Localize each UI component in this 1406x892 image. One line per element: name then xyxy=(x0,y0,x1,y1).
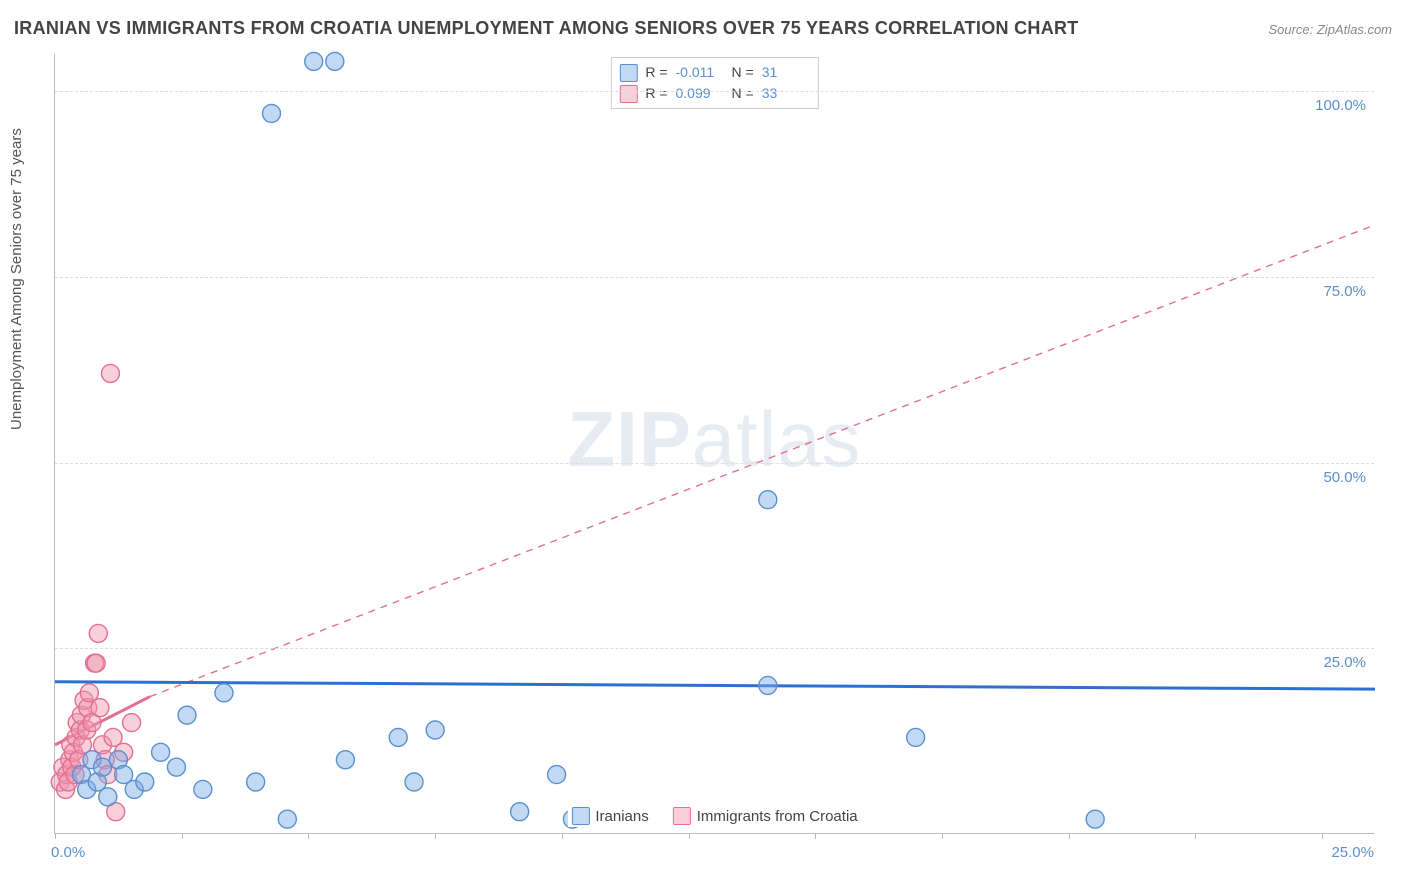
legend-label-b: Immigrants from Croatia xyxy=(697,808,858,825)
stats-legend: R = -0.011 N = 31 R = 0.099 N = 33 xyxy=(610,57,818,109)
trend-line xyxy=(150,225,1375,697)
x-tick xyxy=(435,833,436,839)
legend-item-b: Immigrants from Croatia xyxy=(673,807,858,825)
data-point xyxy=(87,654,105,672)
data-point xyxy=(194,780,212,798)
trend-line xyxy=(55,682,1375,689)
x-tick xyxy=(942,833,943,839)
legend-item-a: Iranians xyxy=(571,807,648,825)
data-point xyxy=(326,52,344,70)
chart-title: IRANIAN VS IMMIGRANTS FROM CROATIA UNEMP… xyxy=(14,18,1079,39)
data-point xyxy=(123,714,141,732)
data-point xyxy=(336,751,354,769)
data-point xyxy=(247,773,265,791)
x-tick-label: 25.0% xyxy=(1331,844,1374,861)
chart-svg xyxy=(55,54,1374,833)
data-point xyxy=(759,676,777,694)
gridline xyxy=(55,648,1374,649)
x-tick xyxy=(562,833,563,839)
x-tick-label: 0.0% xyxy=(51,844,85,861)
stats-row-b: R = 0.099 N = 33 xyxy=(619,83,809,104)
swatch-b-icon xyxy=(673,807,691,825)
data-point xyxy=(89,624,107,642)
y-tick-label: 25.0% xyxy=(1323,654,1366,671)
data-point xyxy=(167,758,185,776)
data-point xyxy=(178,706,196,724)
data-point xyxy=(548,766,566,784)
data-point xyxy=(91,699,109,717)
data-point xyxy=(405,773,423,791)
data-point xyxy=(278,810,296,828)
data-point xyxy=(215,684,233,702)
x-tick xyxy=(1195,833,1196,839)
data-point xyxy=(511,803,529,821)
series-legend: Iranians Immigrants from Croatia xyxy=(567,805,861,827)
data-point xyxy=(99,788,117,806)
swatch-b-icon xyxy=(619,85,637,103)
data-point xyxy=(759,491,777,509)
data-point xyxy=(426,721,444,739)
plot-area: ZIPatlas R = -0.011 N = 31 R = 0.099 N =… xyxy=(54,54,1374,834)
data-point xyxy=(389,728,407,746)
stats-row-a: R = -0.011 N = 31 xyxy=(619,62,809,83)
data-point xyxy=(152,743,170,761)
gridline xyxy=(55,463,1374,464)
data-point xyxy=(136,773,154,791)
x-tick xyxy=(815,833,816,839)
x-tick xyxy=(182,833,183,839)
data-point xyxy=(305,52,323,70)
x-tick xyxy=(689,833,690,839)
y-tick-label: 100.0% xyxy=(1315,97,1366,114)
swatch-a-icon xyxy=(571,807,589,825)
swatch-a-icon xyxy=(619,64,637,82)
x-tick xyxy=(55,833,56,839)
y-tick-label: 75.0% xyxy=(1323,283,1366,300)
gridline xyxy=(55,91,1374,92)
x-tick xyxy=(1069,833,1070,839)
y-axis-label: Unemployment Among Seniors over 75 years xyxy=(8,128,25,430)
data-point xyxy=(907,728,925,746)
data-point xyxy=(101,364,119,382)
gridline xyxy=(55,277,1374,278)
y-tick-label: 50.0% xyxy=(1323,469,1366,486)
source-label: Source: ZipAtlas.com xyxy=(1268,22,1392,37)
x-tick xyxy=(308,833,309,839)
legend-label-a: Iranians xyxy=(595,808,648,825)
data-point xyxy=(262,104,280,122)
x-tick xyxy=(1322,833,1323,839)
data-point xyxy=(1086,810,1104,828)
